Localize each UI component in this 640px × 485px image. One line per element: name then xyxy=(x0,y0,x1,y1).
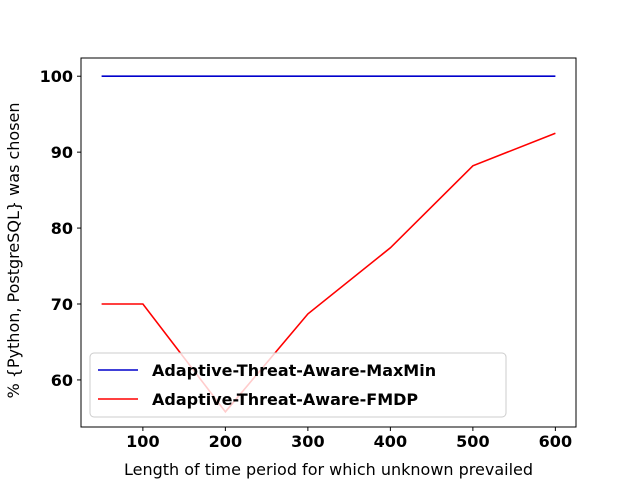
x-tick-label: 600 xyxy=(539,432,572,451)
series-line-2 xyxy=(101,132,556,414)
x-tick-label: 200 xyxy=(209,432,242,451)
y-tick-label: 90 xyxy=(51,143,73,162)
y-axis-ticks: 60 70 80 90 100 xyxy=(40,67,81,390)
legend-label-1: Adaptive-Threat-Aware-MaxMin xyxy=(152,361,436,380)
x-tick-label: 300 xyxy=(291,432,324,451)
x-axis-ticks: 100 200 300 400 500 600 xyxy=(126,427,572,451)
x-tick-label: 500 xyxy=(456,432,489,451)
y-tick-label: 80 xyxy=(51,219,73,238)
plot-area-frame xyxy=(80,57,577,428)
legend: Adaptive-Threat-Aware-MaxMin Adaptive-Thr… xyxy=(89,352,507,418)
y-tick-label: 60 xyxy=(51,371,73,390)
y-tick-label: 70 xyxy=(51,295,73,314)
legend-box xyxy=(89,352,507,418)
y-tick-label: 100 xyxy=(40,67,73,86)
x-tick-label: 400 xyxy=(374,432,407,451)
legend-label-2: Adaptive-Threat-Aware-FMDP xyxy=(152,390,418,409)
series-layer xyxy=(101,75,556,414)
x-tick-label: 100 xyxy=(126,432,159,451)
y-axis-label: % {Python, PostgreSQL} was chosen xyxy=(4,102,23,398)
x-axis-label: Length of time period for which unknown … xyxy=(124,460,533,479)
